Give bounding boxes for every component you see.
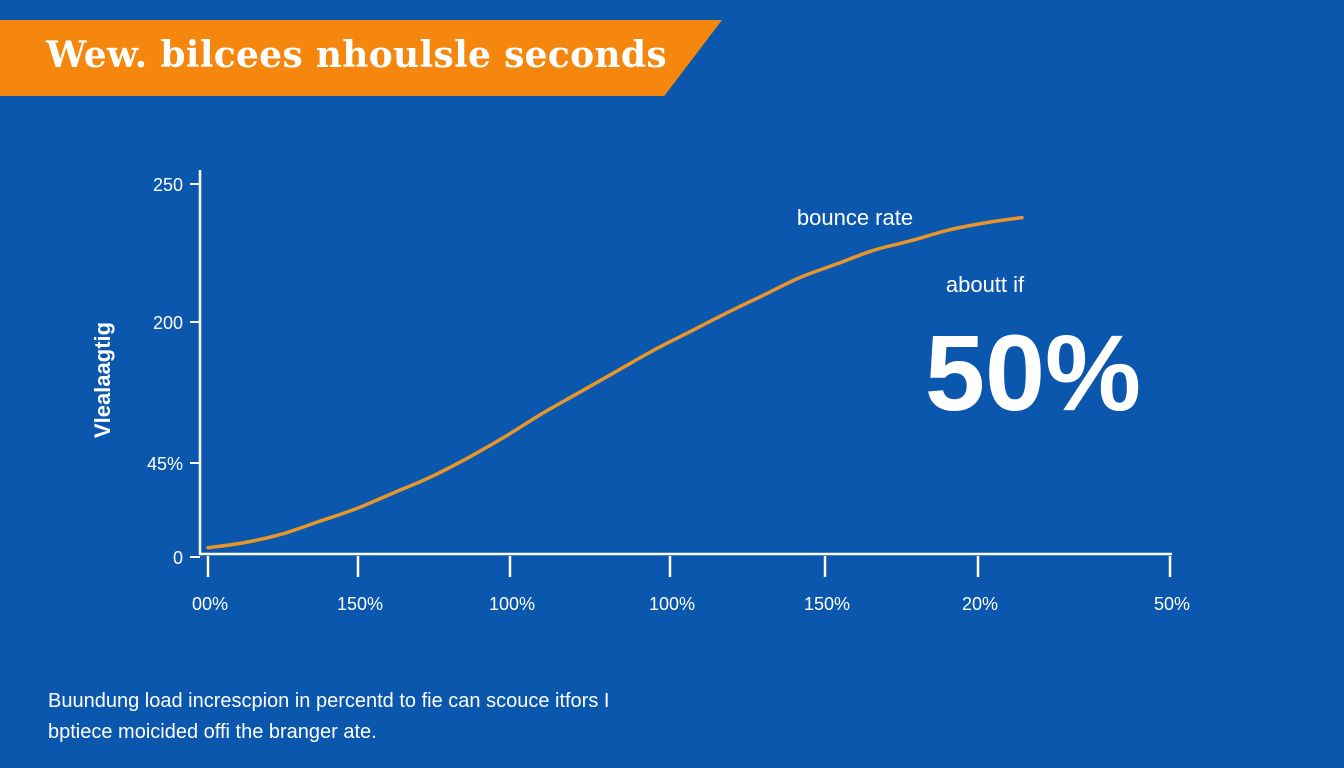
- caption-line-1: Buundung load increscpion in percentd to…: [48, 690, 610, 712]
- x-tick-label: 00%: [192, 594, 228, 614]
- title-banner: [0, 20, 722, 96]
- series-line-bounce-rate: [206, 215, 1024, 550]
- caption: Buundung load increscpion in percentd to…: [48, 686, 748, 748]
- y-tick-label: 200: [153, 313, 183, 333]
- line-chart: 00% 150% 100% 100% 150% 20% 50% 0 45% 200 250 Vle…: [90, 170, 1190, 614]
- y-axis-ticks: 0 45% 200 250: [147, 175, 200, 568]
- x-tick-label: 150%: [337, 594, 383, 614]
- y-tick-label: 0: [173, 548, 183, 568]
- annotation-about: aboutt if: [946, 272, 1025, 297]
- x-tick-label: 20%: [962, 594, 998, 614]
- annotation-series-label: bounce rate: [797, 205, 913, 230]
- annotation-big-value: 50%: [925, 312, 1141, 433]
- y-tick-label: 250: [153, 175, 183, 195]
- x-axis-ticks: 00% 150% 100% 100% 150% 20% 50%: [192, 556, 1190, 614]
- x-tick-label: 100%: [649, 594, 695, 614]
- x-tick-label: 100%: [489, 594, 535, 614]
- x-tick-label: 50%: [1154, 594, 1190, 614]
- caption-line-2: bptiece moicided offi the branger ate.: [48, 721, 377, 743]
- chart-title: Wew. bilcees nhoulsle seconds: [46, 34, 667, 76]
- x-tick-label: 150%: [804, 594, 850, 614]
- y-tick-label: 45%: [147, 454, 183, 474]
- y-axis-label: Vlealaagtig: [90, 322, 115, 438]
